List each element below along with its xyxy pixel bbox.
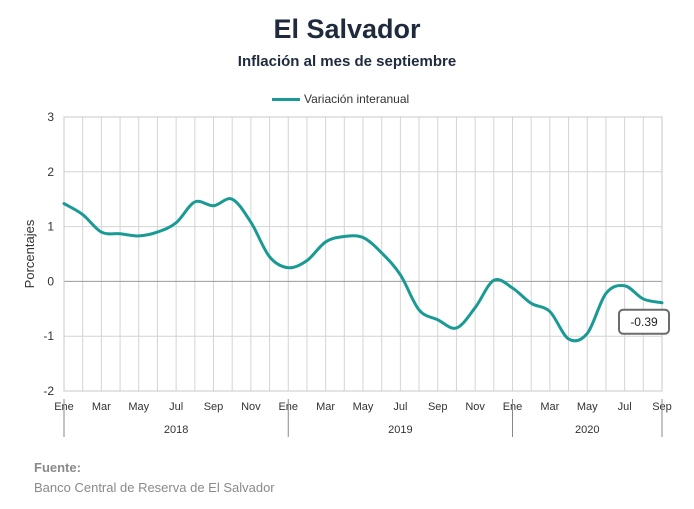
data-point [305, 259, 308, 262]
data-point [362, 236, 365, 239]
data-point [642, 297, 645, 300]
data-point [249, 221, 252, 224]
data-point [567, 337, 570, 340]
legend: Variación interanual [272, 91, 409, 107]
annotation-box [618, 308, 670, 335]
data-point [231, 198, 234, 201]
data-point [156, 231, 159, 234]
data-point [268, 255, 271, 258]
year-label: 2020 [575, 424, 599, 436]
data-point [343, 235, 346, 238]
data-point [63, 202, 66, 205]
x-tick-label: Mar [92, 401, 111, 413]
y-axis-label: Porcentajes [22, 219, 37, 288]
x-tick-label: Sep [428, 401, 448, 413]
data-point [287, 266, 290, 269]
source-label: Fuente: [34, 460, 81, 475]
data-point [175, 221, 178, 224]
data-point [604, 292, 607, 295]
data-point [661, 301, 664, 304]
data-point [193, 200, 196, 203]
data-point [548, 310, 551, 313]
data-point [530, 302, 533, 305]
annotation-label: -0.39 [630, 315, 658, 329]
y-tick-label: -2 [43, 384, 54, 398]
legend-line-swatch [272, 97, 300, 101]
data-point [418, 308, 421, 311]
x-tick-label: Sep [204, 401, 224, 413]
data-point [81, 213, 84, 216]
data-point [119, 232, 122, 235]
data-point [212, 204, 215, 207]
data-point [399, 273, 402, 276]
data-point [100, 231, 103, 234]
chart-subtitle: Inflación al mes de septiembre [237, 53, 457, 70]
data-point [474, 306, 477, 309]
y-tick-label: 3 [47, 110, 54, 124]
data-point [492, 279, 495, 282]
chart-title: El Salvador [273, 14, 421, 44]
x-tick-label: May [128, 401, 149, 413]
data-point [455, 326, 458, 329]
data-point [436, 318, 439, 321]
data-point [380, 251, 383, 254]
y-tick-label: 2 [47, 165, 54, 179]
x-tick-label: Mar [316, 401, 335, 413]
x-tick-label: Nov [241, 401, 261, 413]
data-point [623, 284, 626, 287]
series-line [62, 197, 664, 343]
legend-label: Variación interanual [304, 92, 410, 106]
x-tick-label: Jul [393, 401, 407, 413]
data-point [324, 240, 327, 243]
y-tick-label: 1 [47, 220, 54, 234]
year-label: 2019 [388, 424, 412, 436]
y-tick-label: -1 [43, 329, 54, 343]
data-point [137, 234, 140, 237]
x-tick-label: Jul [618, 401, 632, 413]
x-tick-label: Nov [465, 401, 485, 413]
y-tick-label: 0 [47, 274, 54, 288]
x-tick-label: Jul [169, 401, 183, 413]
x-tick-label: May [577, 401, 598, 413]
x-tick-label: Mar [540, 401, 559, 413]
x-tick-label: May [353, 401, 374, 413]
data-point [511, 286, 514, 289]
plot-area [63, 116, 663, 392]
data-point [586, 332, 589, 335]
source-text: Banco Central de Reserva de El Salvador [34, 480, 275, 495]
year-label: 2018 [164, 424, 188, 436]
